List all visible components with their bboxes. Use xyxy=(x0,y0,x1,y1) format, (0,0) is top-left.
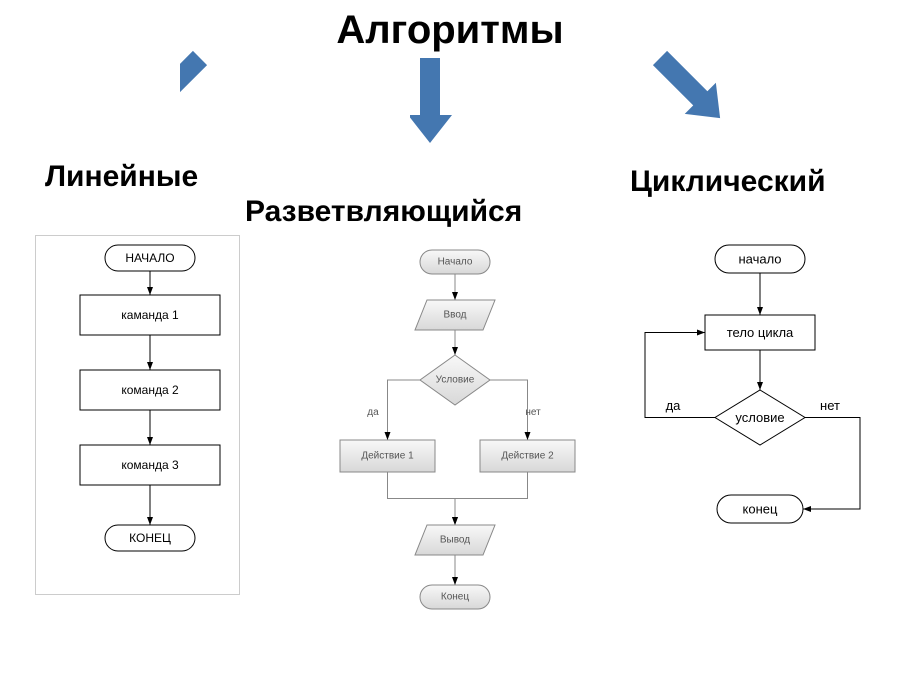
flowchart-node-label: Условие xyxy=(436,375,475,386)
subtitle-linear: Линейные xyxy=(45,160,198,194)
flowchart-node-label: команда 3 xyxy=(121,458,179,472)
flowchart-edge-label: да xyxy=(666,398,682,413)
flowchart-node-label: тело цикла xyxy=(727,325,794,340)
flowchart-edge-label: нет xyxy=(820,398,840,413)
flowchart-node-label: каманда 1 xyxy=(121,308,179,322)
flowchart-cyclic: да нет начало тело цикла условие конец xyxy=(625,240,885,570)
flowchart-node-label: НАЧАЛО xyxy=(125,251,174,265)
arrow-to-linear-icon xyxy=(180,38,330,188)
flowchart-node-label: Начало xyxy=(438,257,473,268)
flowchart-branching: да нет Начало Ввод Условие Действие 1 Действие… xyxy=(305,245,605,665)
flowchart-edge-label: нет xyxy=(525,407,541,418)
flowchart-node-label: начало xyxy=(738,252,781,267)
flowchart-edge xyxy=(490,380,528,440)
flowchart-edge xyxy=(803,418,860,510)
flowchart-node-label: КОНЕЦ xyxy=(129,531,171,545)
flowchart-linear: НАЧАЛО каманда 1 команда 2 команда 3 КОНЕЦ xyxy=(35,235,240,595)
arrow-to-branching-icon xyxy=(410,38,560,188)
subtitle-branching: Разветвляющийся xyxy=(245,195,522,229)
flowchart-node-label: Действие 2 xyxy=(501,451,554,462)
flowchart-edge xyxy=(388,380,421,440)
flowchart-node-label: Ввод xyxy=(443,310,466,321)
flowchart-node-label: команда 2 xyxy=(121,383,179,397)
flowchart-node-label: Конец xyxy=(441,592,469,603)
subtitle-cyclic: Циклический xyxy=(630,165,826,199)
flowchart-node-label: конец xyxy=(743,502,778,517)
flowchart-node-label: Действие 1 xyxy=(361,451,414,462)
flowchart-node-label: Вывод xyxy=(440,535,470,546)
flowchart-edge xyxy=(455,472,528,525)
flowchart-node-label: условие xyxy=(735,410,784,425)
flowchart-edge xyxy=(388,472,456,525)
flowchart-edge-label: да xyxy=(367,407,379,418)
